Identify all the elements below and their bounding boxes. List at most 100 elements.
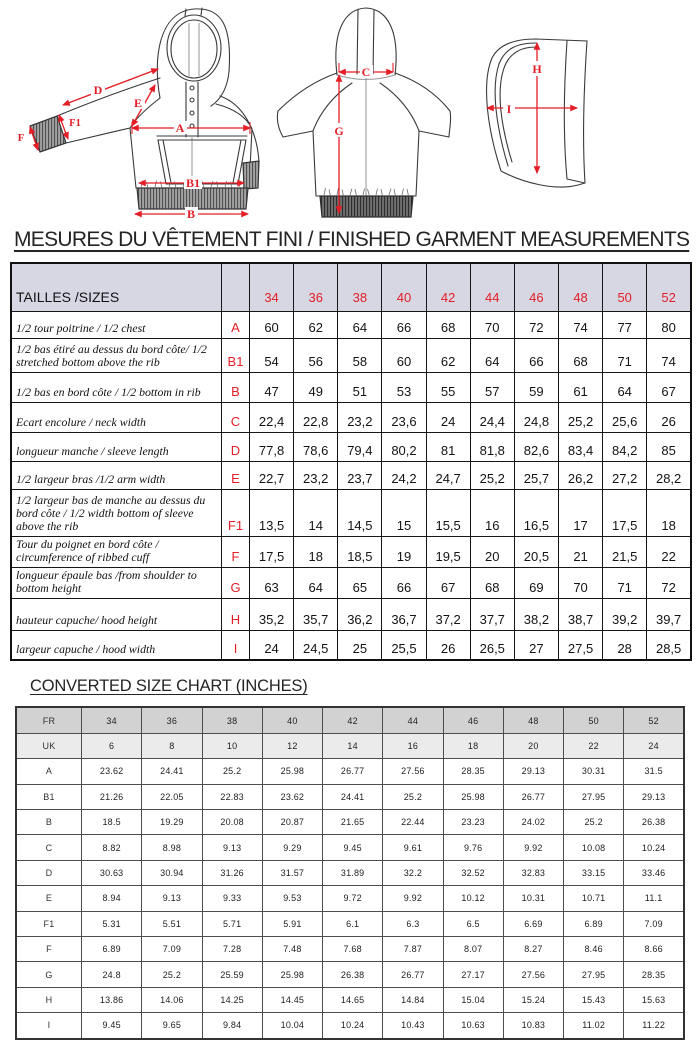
measurement-value: 67 [425,566,471,599]
inches-value: 14.45 [261,986,324,1014]
inches-value: 13.86 [80,986,143,1014]
inches-row-h: H 13.86 14.06 14.25 14.45 14.65 14.84 15.04 15.2… [15,986,685,1014]
measurement-value: 22,8 [293,402,339,433]
measurement-label: longueur épaule bas /from shoulder to bo… [10,566,222,599]
inches-value: 18.5 [80,808,143,836]
measurement-value: 24 [248,629,295,661]
finished-table-header: TAILLES /SIZES 34 36 38 40 42 44 46 48 50 52 [10,262,692,312]
inches-value: 15.04 [442,986,504,1014]
measurement-value: 65 [337,566,383,599]
inches-value: 30.94 [141,859,203,887]
measurement-row-f: Tour du poignet en bord côte / circumfer… [10,536,692,568]
measurement-value: 35,7 [293,597,339,631]
measurement-value: 66 [513,338,559,373]
inches-value: 8.66 [623,935,685,963]
garment-diagrams: D E A B1 B F1 F [0,0,700,226]
measurement-row-i: largeur capuche / hood width I 24 24,5 25 25,… [10,629,692,661]
measurement-value: 25,2 [557,402,604,433]
back-hem-stitches [323,187,409,197]
inches-row-letter: B1 [15,783,82,811]
inches-value: 7.87 [382,935,444,963]
inches-value: 7.09 [623,910,685,937]
inches-value: 9.45 [321,834,384,861]
inches-row-f: F 6.89 7.09 7.28 7.48 7.68 7.87 8.07 8.27 8.46 8.6… [15,935,685,963]
measurement-letter: F [221,536,250,568]
inches-value: 10.24 [623,834,685,861]
measurement-row-f1: 1/2 largeur bas de manche au dessus du b… [10,489,692,537]
measurement-row-a: 1/2 tour poitrine / 1/2 chest A 60 62 64 66 68… [10,311,692,339]
measure-letter-b: B [187,207,195,221]
inches-value: 8.98 [141,834,203,861]
inches-value: 25.2 [382,783,444,811]
inches-value: 23.23 [442,808,504,836]
measurement-value: 18,5 [337,536,383,568]
measurement-label: 1/2 bas en bord côte / 1/2 bottom in rib [10,372,222,403]
measure-letter-d: D [94,83,103,97]
measurement-value: 68 [469,566,515,599]
inches-value: 24.41 [321,783,384,811]
inches-value: 24.02 [502,808,565,836]
measurement-value: 26,2 [557,461,604,490]
measurement-value: 21,5 [602,536,648,568]
inches-value: 10.08 [562,834,625,861]
inches-row-letter: B [15,808,82,836]
measurement-value: 66 [381,311,427,339]
measurement-value: 83,4 [557,432,604,462]
inches-value: 14.84 [382,986,444,1014]
measurement-value: 66 [381,566,427,599]
measure-letter-h: H [532,62,542,76]
size-header-46: 46 [513,262,559,312]
measurement-row-e: 1/2 largeur bras /1/2 arm width E 22,7 23,2… [10,461,692,490]
inches-value: 25.59 [201,961,263,988]
measurement-value: 39,7 [646,597,692,631]
measurement-letter: C [221,402,250,433]
measurement-value: 24,5 [293,629,339,661]
measurement-value: 77,8 [248,432,295,462]
measurement-value: 25,7 [513,461,559,490]
measurement-value: 21 [557,536,604,568]
inches-value: 33.15 [562,859,625,887]
inches-value: 26.77 [382,961,444,988]
measurement-row-g: longueur épaule bas /from shoulder to bo… [10,566,692,599]
measurement-letter: D [221,432,250,462]
inches-value: 6.89 [80,935,143,963]
measurement-label: Ecart encolure / neck width [10,402,222,433]
fr-size-row-value: 52 [623,706,685,734]
inches-value: 33.46 [623,859,685,887]
measurement-letter: F1 [221,489,250,537]
measurement-value: 80,2 [381,432,427,462]
inches-value: 31.89 [321,859,384,887]
measurement-value: 39,2 [602,597,648,631]
measurement-value: 70 [557,566,604,599]
inches-value: 26.38 [321,961,384,988]
inches-value: 5.31 [80,910,143,937]
inches-chart-title: CONVERTED SIZE CHART (INCHES) [30,677,308,696]
measurement-value: 28,5 [646,629,692,661]
inches-value: 8.82 [80,834,143,861]
inches-value: 14.06 [141,986,203,1014]
measurement-value: 28 [602,629,648,661]
page-title: MESURES DU VÊTEMENT FINI / FINISHED GARM… [14,228,690,251]
measurement-label: 1/2 largeur bas de manche au dessus du b… [10,489,222,537]
inches-value: 9.84 [201,1012,263,1040]
inches-value: 10.43 [382,1012,444,1040]
measurement-value: 24,4 [469,402,515,433]
measurement-value: 24,8 [513,402,559,433]
inches-value: 10.71 [562,885,625,912]
inches-value: 22.05 [141,783,203,811]
measurement-value: 25,2 [469,461,515,490]
measurement-row-b1: 1/2 bas étiré au dessus du bord côte/ 1/… [10,338,692,373]
measurement-value: 68 [557,338,604,373]
sizes-header-label: TAILLES /SIZES [10,262,222,312]
inches-value: 10.04 [261,1012,324,1040]
measurement-value: 16,5 [513,489,559,537]
inches-value: 21.65 [321,808,384,836]
measurement-value: 68 [425,311,471,339]
inches-value: 9.29 [261,834,324,861]
inches-value: 11.1 [623,885,685,912]
measurement-label: 1/2 tour poitrine / 1/2 chest [10,311,222,339]
inches-row-b1: B1 21.26 22.05 22.83 23.62 24.41 25.2 25.98 26.7… [15,783,685,811]
measurement-value: 22,7 [248,461,295,490]
measurement-value: 23,7 [337,461,383,490]
